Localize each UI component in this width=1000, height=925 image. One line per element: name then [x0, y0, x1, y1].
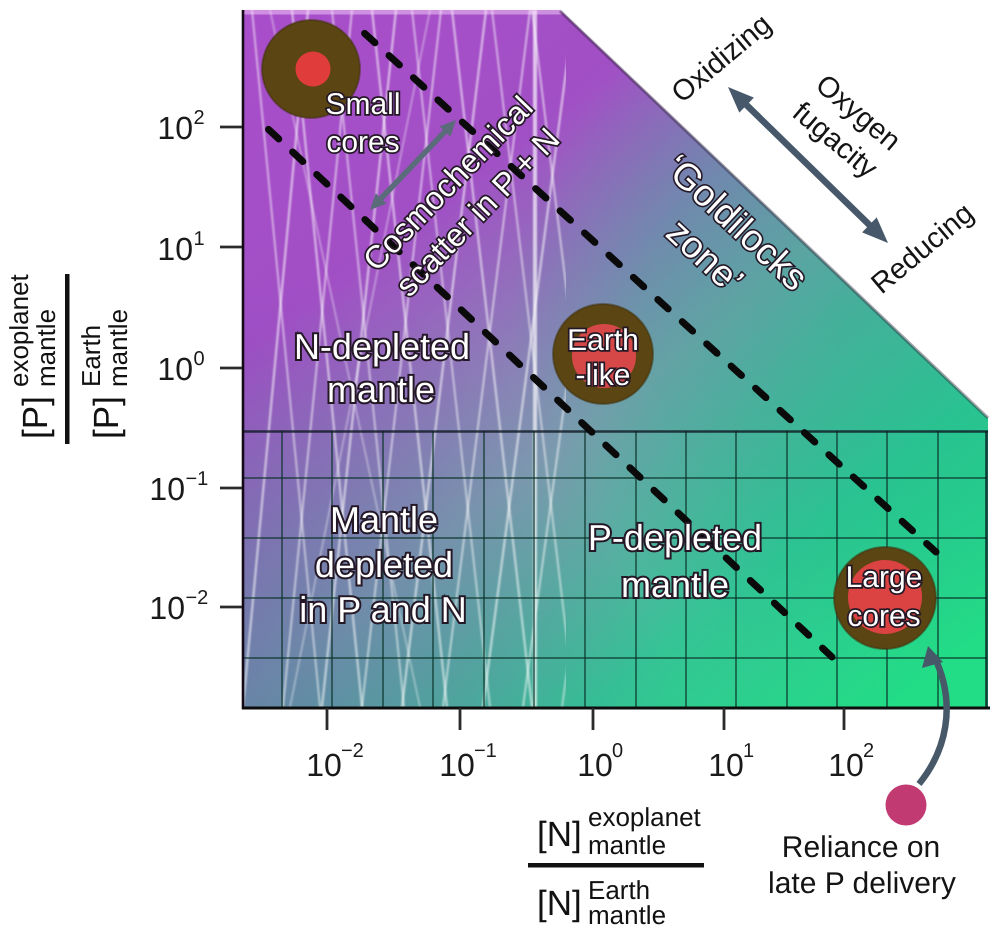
- svg-text:−2: −2: [341, 740, 364, 762]
- svg-text:10: 10: [149, 590, 185, 626]
- svg-text:late P delivery: late P delivery: [768, 867, 956, 900]
- svg-text:10: 10: [439, 747, 475, 783]
- svg-text:−1: −1: [186, 468, 209, 490]
- svg-text:Large: Large: [846, 561, 923, 594]
- svg-text:10: 10: [708, 747, 744, 783]
- svg-text:10: 10: [306, 747, 342, 783]
- svg-text:Small: Small: [325, 88, 400, 121]
- svg-text:Earth: Earth: [567, 324, 639, 357]
- svg-text:-like: -like: [575, 359, 630, 392]
- svg-text:−2: −2: [186, 587, 209, 609]
- svg-text:mantle: mantle: [588, 900, 666, 925]
- svg-text:Earth: Earth: [588, 875, 650, 905]
- svg-text:mantle: mantle: [327, 369, 435, 410]
- svg-text:[N]: [N]: [537, 884, 582, 923]
- svg-text:10: 10: [157, 231, 193, 267]
- svg-text:mantle: mantle: [621, 564, 729, 605]
- svg-text:exoplanet: exoplanet: [4, 273, 34, 387]
- svg-text:depleted: depleted: [315, 544, 453, 585]
- svg-text:10: 10: [157, 351, 193, 387]
- svg-text:in P and N: in P and N: [299, 589, 466, 630]
- svg-text:[P]: [P]: [16, 396, 55, 439]
- svg-text:Reducing: Reducing: [865, 197, 979, 300]
- svg-text:10: 10: [157, 110, 193, 146]
- svg-text:Mantle: Mantle: [330, 499, 438, 540]
- svg-text:exoplanet: exoplanet: [588, 802, 702, 832]
- svg-text:N-depleted: N-depleted: [294, 326, 470, 367]
- svg-text:cores: cores: [847, 600, 920, 633]
- svg-text:Oxidizing: Oxidizing: [666, 8, 778, 109]
- svg-text:[P]: [P]: [87, 396, 126, 439]
- svg-text:10: 10: [828, 747, 864, 783]
- svg-text:0: 0: [612, 740, 623, 762]
- svg-text:10: 10: [149, 471, 185, 507]
- svg-text:mantle: mantle: [103, 309, 133, 387]
- svg-text:Earth: Earth: [76, 325, 106, 387]
- svg-text:2: 2: [194, 107, 205, 129]
- svg-text:−1: −1: [474, 740, 497, 762]
- svg-text:1: 1: [194, 228, 205, 250]
- svg-text:P-depleted: P-depleted: [588, 517, 762, 558]
- svg-text:cores: cores: [326, 126, 399, 159]
- svg-text:Reliance on: Reliance on: [782, 831, 940, 864]
- svg-text:0: 0: [194, 348, 205, 370]
- svg-text:10: 10: [577, 747, 613, 783]
- svg-text:mantle: mantle: [588, 830, 666, 860]
- svg-text:2: 2: [863, 740, 874, 762]
- svg-text:[N]: [N]: [537, 815, 582, 854]
- svg-text:1: 1: [743, 740, 754, 762]
- svg-text:mantle: mantle: [31, 309, 61, 387]
